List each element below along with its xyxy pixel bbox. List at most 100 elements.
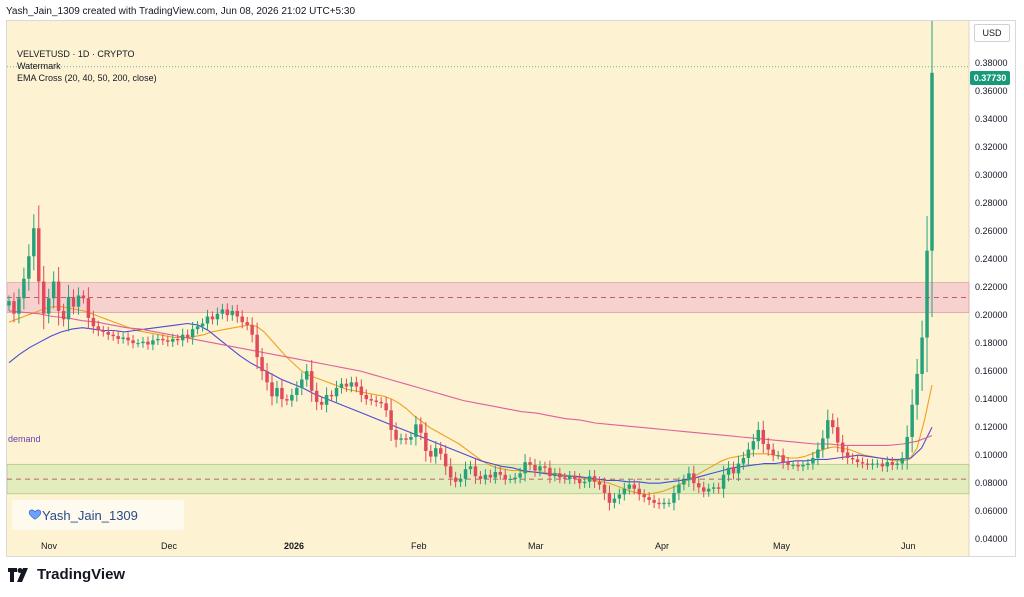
price-tick-label: 0.14000 xyxy=(975,394,1008,404)
candle-body xyxy=(483,474,488,479)
candle-body xyxy=(379,401,383,404)
candle-body xyxy=(7,301,11,306)
price-tick-label: 0.08000 xyxy=(975,478,1008,488)
candle-body xyxy=(161,338,165,341)
candle-body xyxy=(806,463,810,465)
last-price-label: 0.37730 xyxy=(970,71,1010,85)
candle-body xyxy=(22,278,26,299)
candle-body xyxy=(106,331,110,335)
candle-body xyxy=(617,494,622,499)
candle-body xyxy=(394,429,398,440)
candle-body xyxy=(548,467,552,477)
candle-body xyxy=(563,477,567,479)
candle-body xyxy=(716,487,721,489)
candle-body xyxy=(766,443,770,450)
candle-body xyxy=(786,462,790,465)
candle-body xyxy=(721,474,726,489)
candle-body xyxy=(374,400,378,402)
candle-body xyxy=(736,463,741,474)
price-tick-label: 0.06000 xyxy=(975,506,1008,516)
candle-body xyxy=(711,487,716,489)
candle-body xyxy=(697,483,701,488)
candle-body xyxy=(156,338,160,341)
candle-body xyxy=(111,334,115,337)
candle-body xyxy=(677,484,681,493)
candle-body xyxy=(424,432,428,451)
currency-button[interactable]: USD xyxy=(974,24,1010,42)
candle-body xyxy=(518,473,522,478)
time-tick-label: Dec xyxy=(161,541,178,551)
candle-body xyxy=(706,488,711,492)
candle-body xyxy=(622,488,627,495)
candle-body xyxy=(41,281,46,314)
candle-body xyxy=(577,478,582,484)
candle-body xyxy=(811,457,815,464)
candle-body xyxy=(32,228,36,257)
candle-body xyxy=(419,424,423,433)
candle-body xyxy=(488,474,493,478)
candle-body xyxy=(91,317,96,327)
candle-body xyxy=(473,466,478,477)
chart-frame[interactable]: 0.38000 0.36000 0.34000 0.32000 0.30000 0.280… xyxy=(6,20,1016,557)
price-chart[interactable]: 0.38000 0.36000 0.34000 0.32000 0.30000 0.280… xyxy=(7,21,1015,556)
candle-body xyxy=(463,469,468,479)
candle-body xyxy=(364,394,369,400)
candle-body xyxy=(121,337,125,339)
tradingview-brand[interactable]: TradingView xyxy=(8,566,125,583)
price-tick-label: 0.04000 xyxy=(975,534,1008,544)
chart-header: Yash_Jain_1309 created with TradingView.… xyxy=(6,6,356,17)
candle-body xyxy=(771,449,775,456)
candle-body xyxy=(498,471,503,475)
candle-body xyxy=(826,420,830,439)
candle-body xyxy=(414,424,418,437)
time-tick-label: Apr xyxy=(655,541,669,551)
candle-body xyxy=(51,281,56,299)
candle-body xyxy=(37,228,41,282)
candle-body xyxy=(875,463,880,465)
time-tick-label: Jun xyxy=(901,541,916,551)
candle-body xyxy=(900,457,904,464)
candle-body xyxy=(151,340,155,345)
candle-body xyxy=(86,298,91,318)
candle-body xyxy=(558,473,562,478)
candle-body xyxy=(761,429,766,444)
candle-body xyxy=(652,499,656,503)
candle-body xyxy=(756,429,761,442)
zones-layer xyxy=(7,66,970,495)
candle-body xyxy=(627,484,632,489)
candle-body xyxy=(434,448,438,457)
time-tick-label: May xyxy=(773,541,791,551)
candle-body xyxy=(821,438,825,450)
ema-200-line xyxy=(8,310,933,446)
candle-body xyxy=(642,494,646,498)
price-tick-label: 0.32000 xyxy=(975,142,1008,152)
candle-body xyxy=(250,324,254,335)
candle-body xyxy=(27,256,31,279)
candle-body xyxy=(389,410,393,430)
candle-body xyxy=(190,329,195,338)
candle-body xyxy=(453,477,458,482)
candle-body xyxy=(468,466,473,470)
candle-body xyxy=(314,390,319,402)
price-tick-label: 0.20000 xyxy=(975,310,1008,320)
candle-body xyxy=(71,296,76,307)
price-tick-label: 0.16000 xyxy=(975,366,1008,376)
price-tick-label: 0.34000 xyxy=(975,114,1008,124)
candle-body xyxy=(200,323,205,327)
candle-body xyxy=(175,338,180,341)
candle-body xyxy=(930,72,934,251)
price-tick-label: 0.36000 xyxy=(975,86,1008,96)
candle-body xyxy=(796,464,800,467)
candle-body xyxy=(136,343,140,345)
candle-body xyxy=(895,463,900,465)
price-tick-label: 0.10000 xyxy=(975,450,1008,460)
candle-body xyxy=(687,473,691,481)
candle-body xyxy=(741,457,746,464)
candle-body xyxy=(166,340,170,342)
candle-body xyxy=(171,338,175,342)
price-tick-label: 0.18000 xyxy=(975,338,1008,348)
candle-body xyxy=(528,462,532,465)
candle-body xyxy=(602,484,607,493)
candle-body xyxy=(46,298,51,314)
candle-body xyxy=(344,383,349,387)
